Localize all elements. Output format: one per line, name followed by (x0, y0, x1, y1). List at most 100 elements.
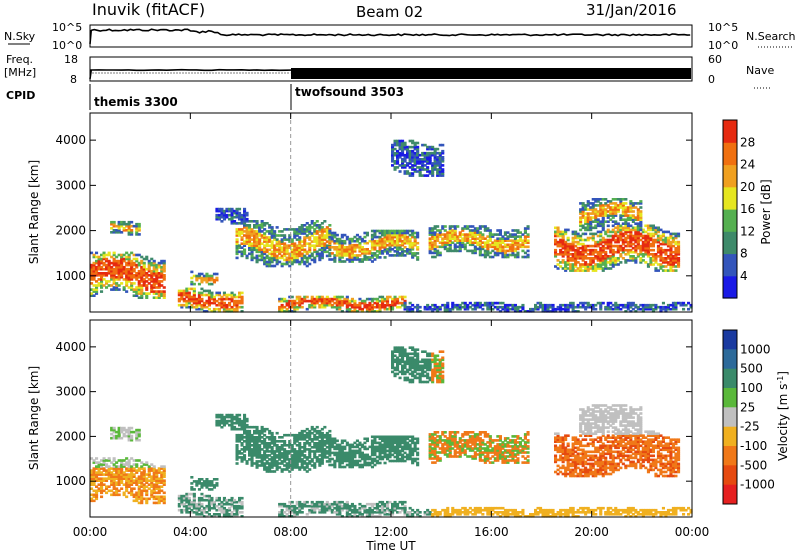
power-cell (571, 259, 575, 262)
power-cell (295, 297, 299, 301)
power-cell (330, 258, 334, 261)
velocity-cell (127, 473, 131, 476)
power-cell (631, 257, 635, 260)
power-cell (511, 253, 515, 257)
velocity-cell (205, 486, 209, 489)
power-cell (197, 274, 201, 278)
power-cell (549, 310, 553, 313)
power-cell (451, 249, 455, 253)
power-cell (396, 299, 400, 303)
power-cell (253, 256, 257, 260)
power-cell (448, 225, 452, 228)
power-cell (228, 207, 232, 211)
power-cell (398, 237, 402, 241)
power-cell (669, 265, 673, 268)
power-cell (413, 254, 417, 257)
power-cell (411, 246, 415, 249)
velocity-cell (115, 461, 119, 464)
velocity-cell (197, 498, 201, 502)
power-cell (398, 305, 402, 309)
velocity-cell (177, 504, 181, 508)
power-cell (601, 263, 605, 266)
power-cell (112, 272, 116, 275)
velocity-cell (300, 460, 304, 463)
power-cell (355, 256, 359, 259)
power-cell (596, 255, 600, 258)
velocity-cell (270, 440, 274, 443)
power-cell (253, 238, 257, 241)
power-cell (559, 303, 563, 307)
power-cell (556, 240, 560, 244)
power-cell (127, 263, 131, 267)
power-cell (285, 252, 289, 256)
power-cell (235, 211, 239, 215)
power-cell (303, 250, 307, 254)
date-title: 31/Jan/2016 (586, 1, 677, 19)
velocity-cell (303, 454, 307, 457)
power-cell (245, 224, 249, 227)
velocity-cell (127, 459, 131, 462)
velocity-cell (147, 469, 151, 472)
power-cell (135, 263, 139, 267)
power-cell (365, 250, 369, 253)
power-cell (594, 212, 598, 215)
power-cell (436, 156, 440, 159)
power-cell (616, 303, 620, 307)
power-cell (255, 254, 259, 258)
power-cell (636, 226, 640, 230)
power-cell (634, 257, 638, 260)
velocity-cell (270, 450, 274, 453)
power-cell (619, 255, 623, 258)
power-cell (471, 225, 475, 228)
power-cell (674, 305, 678, 309)
power-cell (601, 206, 605, 209)
power-cell (386, 307, 390, 311)
power-cell (523, 241, 527, 244)
power-cell (523, 310, 527, 313)
power-cell (441, 233, 445, 236)
power-cell (112, 276, 116, 279)
power-cell (651, 242, 655, 246)
power-cell (448, 247, 452, 251)
power-cell (318, 295, 322, 299)
power-cell (105, 282, 109, 285)
velocity-cell (107, 467, 111, 470)
power-cell (373, 301, 377, 305)
nsearch-tick-bottom: 10^0 (708, 39, 738, 52)
velocity-cell (228, 506, 232, 510)
power-cell (649, 253, 653, 256)
power-cell (393, 301, 397, 305)
power-cell (599, 246, 603, 250)
power-cell (559, 244, 563, 248)
velocity-cell (112, 491, 116, 495)
velocity-cell (162, 499, 166, 503)
velocity-cell (140, 475, 144, 478)
power-cell (162, 286, 166, 289)
power-cell (408, 307, 412, 311)
power-cell (220, 209, 224, 213)
velocity-cell (285, 450, 289, 453)
velocity-cell (278, 450, 282, 453)
power-cell (408, 151, 412, 155)
power-cell (140, 261, 144, 265)
power-cell (295, 244, 299, 247)
power-cell (391, 158, 395, 161)
power-cell (591, 307, 595, 311)
power-cell (433, 247, 437, 251)
power-cell (333, 260, 337, 263)
power-cell (521, 307, 525, 311)
power-cell (554, 253, 558, 256)
power-cell (416, 158, 420, 161)
power-cell (240, 220, 244, 223)
velocity-cell (185, 492, 189, 496)
power-cell (564, 230, 568, 234)
power-cell (112, 288, 116, 291)
power-cell (92, 267, 96, 271)
velocity-cell (255, 438, 259, 441)
velocity-cell (320, 436, 324, 439)
power-cell (619, 246, 623, 250)
power-cell (624, 232, 628, 236)
velocity-cell (152, 477, 156, 480)
velocity-cell (233, 515, 237, 518)
power-cell (95, 259, 99, 263)
